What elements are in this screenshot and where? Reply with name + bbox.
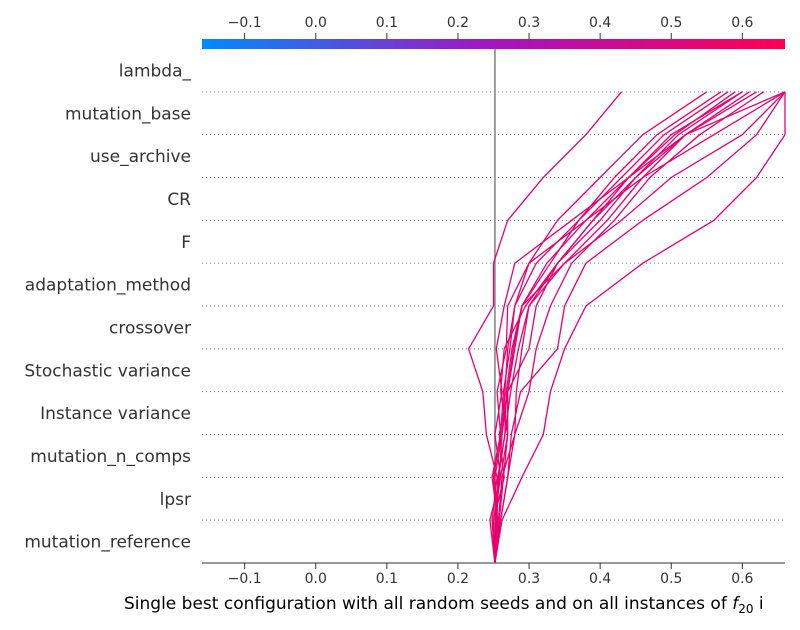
decision-line [492, 91, 729, 564]
top-tick-label: 0.4 [589, 15, 611, 31]
bottom-tick-label: 0.3 [518, 571, 540, 587]
top-tick-label: 0.0 [305, 15, 327, 31]
decision-line [494, 91, 786, 564]
colorbar [202, 39, 785, 49]
bottom-tick-label: 0.1 [376, 571, 398, 587]
top-tick-label: 0.6 [731, 15, 753, 31]
top-tick-label: 0.5 [660, 15, 682, 31]
feature-label: F [181, 233, 191, 253]
feature-label: Instance variance [40, 404, 191, 424]
top-tick-label: 0.2 [447, 15, 469, 31]
bottom-axis: −0.1 0.0 0.1 0.2 0.3 0.4 0.5 0.6 [202, 562, 785, 587]
decision-line [494, 91, 722, 564]
bottom-tick-label: 0.6 [731, 571, 753, 587]
bottom-tick-label: 0.5 [660, 571, 682, 587]
feature-label: mutation_reference [24, 533, 191, 553]
feature-label: Stochastic variance [24, 361, 191, 381]
decision-lines [467, 91, 786, 564]
bottom-tick-label: −0.1 [228, 571, 262, 587]
feature-label: lpsr [160, 490, 191, 510]
feature-label: CR [167, 190, 191, 210]
decision-line [494, 91, 786, 564]
x-axis-label: Single best configuration with all rando… [124, 594, 764, 616]
top-tick-label: 0.3 [518, 15, 540, 31]
feature-labels: lambda_ mutation_base use_archive CR Fadapta… [24, 61, 191, 552]
decision-line [467, 91, 623, 564]
feature-label: lambda_ [119, 61, 192, 81]
feature-label: adaptation_method [25, 276, 191, 296]
decision-line [494, 91, 743, 564]
decision-line [494, 91, 750, 564]
feature-label: use_archive [90, 147, 191, 167]
top-tick-label: −0.1 [228, 15, 262, 31]
bottom-tick-label: 0.4 [589, 571, 611, 587]
feature-label: crossover [109, 318, 191, 338]
bottom-tick-label: 0.2 [447, 571, 469, 587]
decision-line [492, 91, 743, 564]
feature-label: mutation_n_comps [30, 447, 191, 467]
decision-line [491, 91, 786, 564]
decision-line [494, 91, 708, 564]
decision-line [494, 91, 765, 564]
feature-label: mutation_base [65, 104, 191, 124]
bottom-tick-label: 0.0 [305, 571, 327, 587]
decision-line [494, 91, 757, 564]
top-axis: −0.1 0.0 0.1 0.2 0.3 0.4 0.5 0.6 [228, 15, 754, 39]
decision-line [489, 91, 786, 564]
decision-line [492, 91, 786, 564]
top-tick-label: 0.1 [376, 15, 398, 31]
